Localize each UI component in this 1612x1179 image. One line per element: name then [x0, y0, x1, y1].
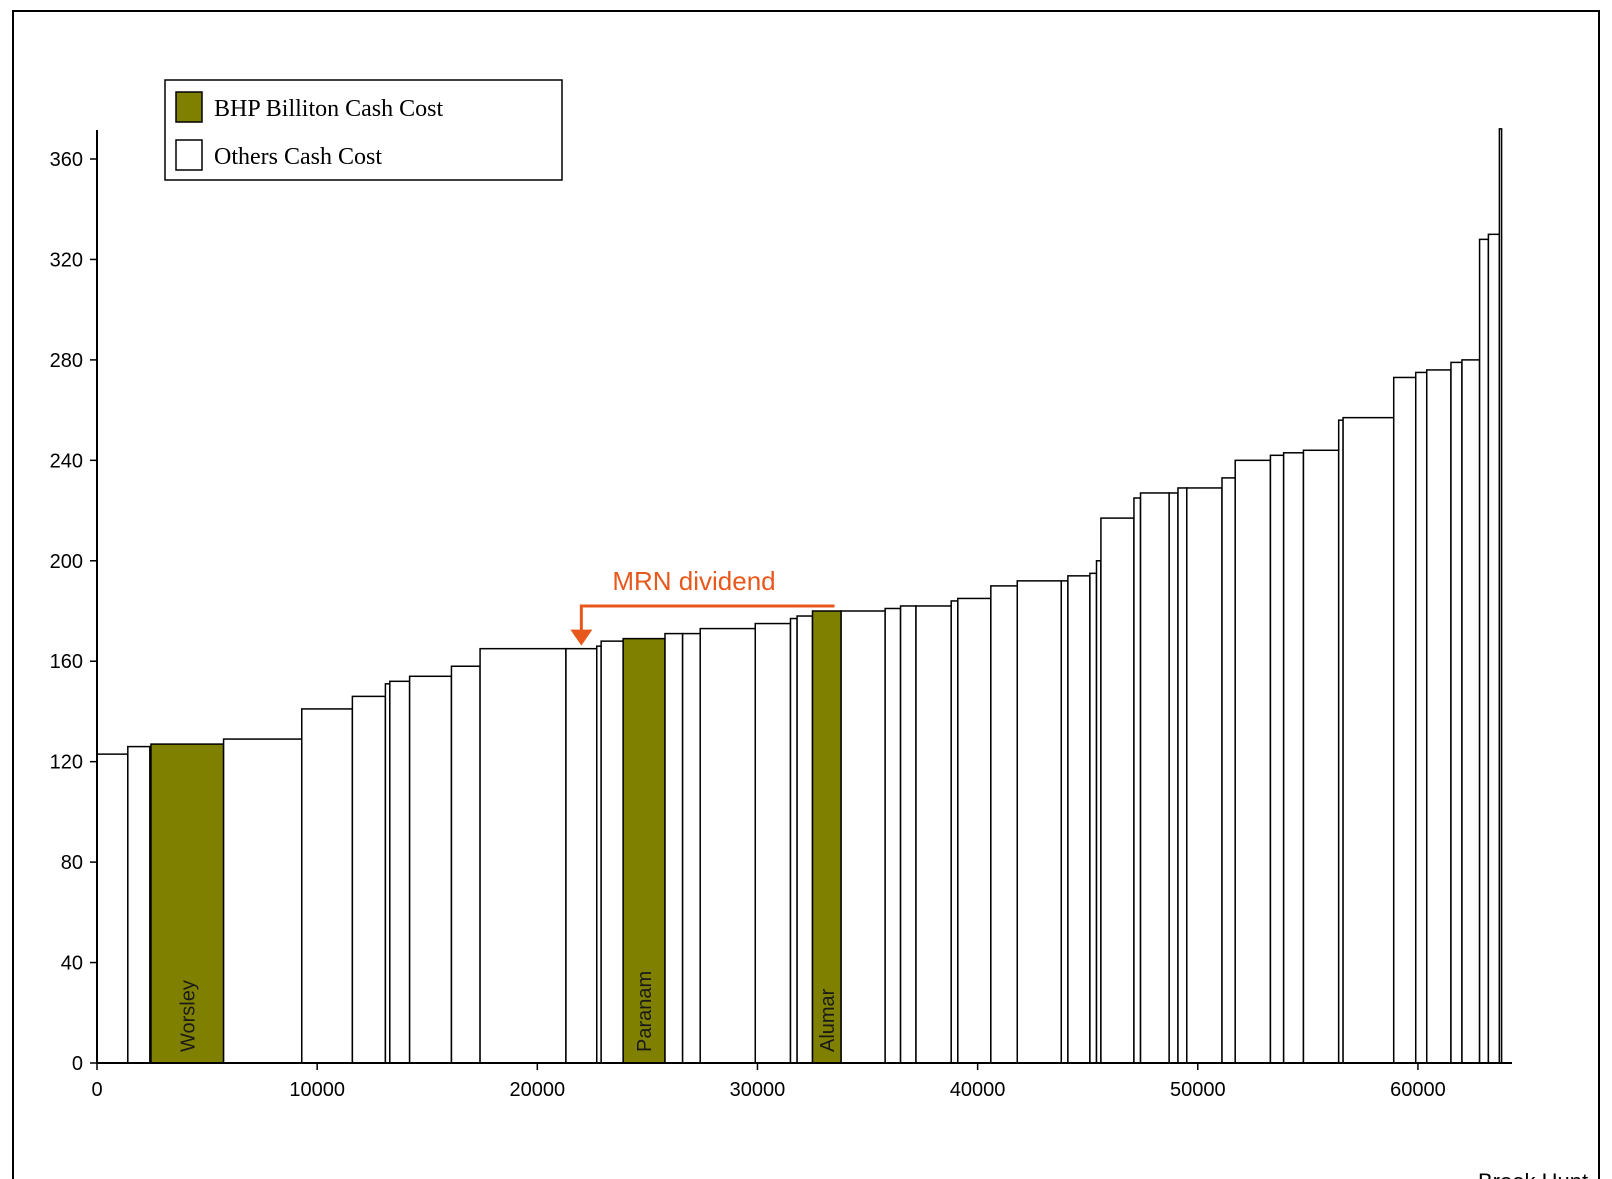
legend-swatch	[175, 139, 203, 171]
others-cost-bar	[1139, 492, 1170, 1064]
chart-frame	[12, 10, 1600, 1179]
annotation-label: MRN dividend	[612, 566, 775, 596]
x-tick-label: 20000	[510, 1079, 566, 1101]
others-cost-bar	[1461, 359, 1481, 1064]
others-cost-bar	[222, 738, 303, 1064]
axes-layer: 0 40 80 120 160 200 240 280 320 360 0 10000 20000 300…	[50, 130, 1512, 1101]
x-tick-label: 0	[91, 1079, 102, 1101]
others-cost-bar	[899, 605, 917, 1064]
others-cost-bar	[796, 615, 814, 1064]
others-cost-bar	[1067, 575, 1091, 1064]
annotation-arrow-head	[570, 629, 593, 646]
others-cost-bar	[1100, 517, 1135, 1064]
others-cost-bar	[479, 647, 567, 1064]
others-cost-bar	[1425, 369, 1452, 1064]
others-cost-bar	[408, 675, 453, 1064]
y-tick-label: 280	[50, 350, 83, 372]
others-cost-bar	[389, 680, 411, 1064]
bar-label: Paranam	[634, 971, 656, 1052]
legend-label: Others Cash Cost	[214, 144, 382, 170]
x-tick-label: 30000	[730, 1079, 786, 1101]
source-credit: Brook Hunt	[1478, 1169, 1588, 1179]
others-cost-bar	[1487, 233, 1501, 1064]
others-cost-bar	[1133, 497, 1142, 1064]
y-tick-label: 40	[61, 953, 83, 975]
others-cost-bar	[884, 607, 902, 1064]
others-cost-bar	[565, 647, 598, 1064]
others-cost-bar	[1450, 361, 1463, 1064]
others-cost-bar	[600, 640, 624, 1064]
y-tick-label: 120	[50, 752, 83, 774]
others-cost-bar	[1498, 128, 1503, 1064]
y-tick-label: 0	[72, 1053, 83, 1075]
x-tick-label: 40000	[950, 1079, 1006, 1101]
others-cost-bar	[351, 695, 387, 1064]
others-cost-bar	[915, 605, 952, 1064]
others-cost-bar	[1414, 371, 1428, 1064]
y-tick-label: 80	[61, 852, 83, 874]
annotation-layer: MRN dividend	[570, 566, 835, 646]
others-cost-bar	[789, 617, 798, 1064]
bar-label: Worsley	[177, 980, 199, 1052]
others-cost-bar	[1234, 459, 1272, 1064]
y-tick-label: 240	[50, 450, 83, 472]
others-cost-bar	[681, 632, 701, 1064]
others-cost-bar	[1342, 416, 1395, 1064]
bhp-cost-bar	[622, 637, 666, 1064]
x-tick-label: 60000	[1390, 1079, 1446, 1101]
others-cost-bar	[840, 610, 886, 1064]
others-cost-bar	[450, 665, 481, 1064]
y-tick-label: 360	[50, 149, 83, 171]
others-cost-bar	[96, 753, 129, 1064]
others-cost-bar	[990, 585, 1019, 1064]
others-cost-bar	[950, 600, 959, 1064]
legend: BHP Billiton Cash Cost Others Cash Cost	[164, 79, 563, 181]
others-cost-bar	[957, 597, 992, 1064]
y-tick-label: 160	[50, 651, 83, 673]
others-cost-bar	[699, 627, 757, 1064]
bar-label: Alumar	[817, 988, 839, 1052]
x-tick-label: 50000	[1170, 1079, 1226, 1101]
others-cost-bar	[1302, 449, 1340, 1064]
bars-layer	[96, 128, 1503, 1064]
others-cost-bar	[1282, 452, 1305, 1064]
others-cost-bar	[1221, 477, 1236, 1064]
others-cost-bar	[1060, 580, 1069, 1064]
others-cost-bar	[1269, 454, 1285, 1064]
bar-labels-layer: Worsley Paranam Alumar	[177, 971, 839, 1052]
y-tick-label: 320	[50, 249, 83, 271]
y-tick-label: 200	[50, 551, 83, 573]
others-cost-bar	[1016, 580, 1063, 1064]
others-cost-bar	[754, 622, 792, 1064]
others-cost-bar	[300, 708, 354, 1064]
annotation-arrow-line	[579, 604, 835, 632]
others-cost-bar	[1478, 238, 1490, 1064]
others-cost-bar	[1177, 487, 1188, 1064]
legend-swatch	[175, 91, 203, 123]
legend-box	[164, 79, 563, 181]
others-cost-bar	[1392, 376, 1417, 1064]
others-cost-bar	[1089, 572, 1098, 1064]
others-cost-bar	[1168, 492, 1179, 1064]
x-tick-label: 10000	[289, 1079, 345, 1101]
legend-label: BHP Billiton Cash Cost	[214, 96, 443, 122]
others-cost-bar	[664, 632, 684, 1064]
others-cost-bar	[1186, 487, 1223, 1064]
others-cost-bar	[127, 745, 151, 1064]
